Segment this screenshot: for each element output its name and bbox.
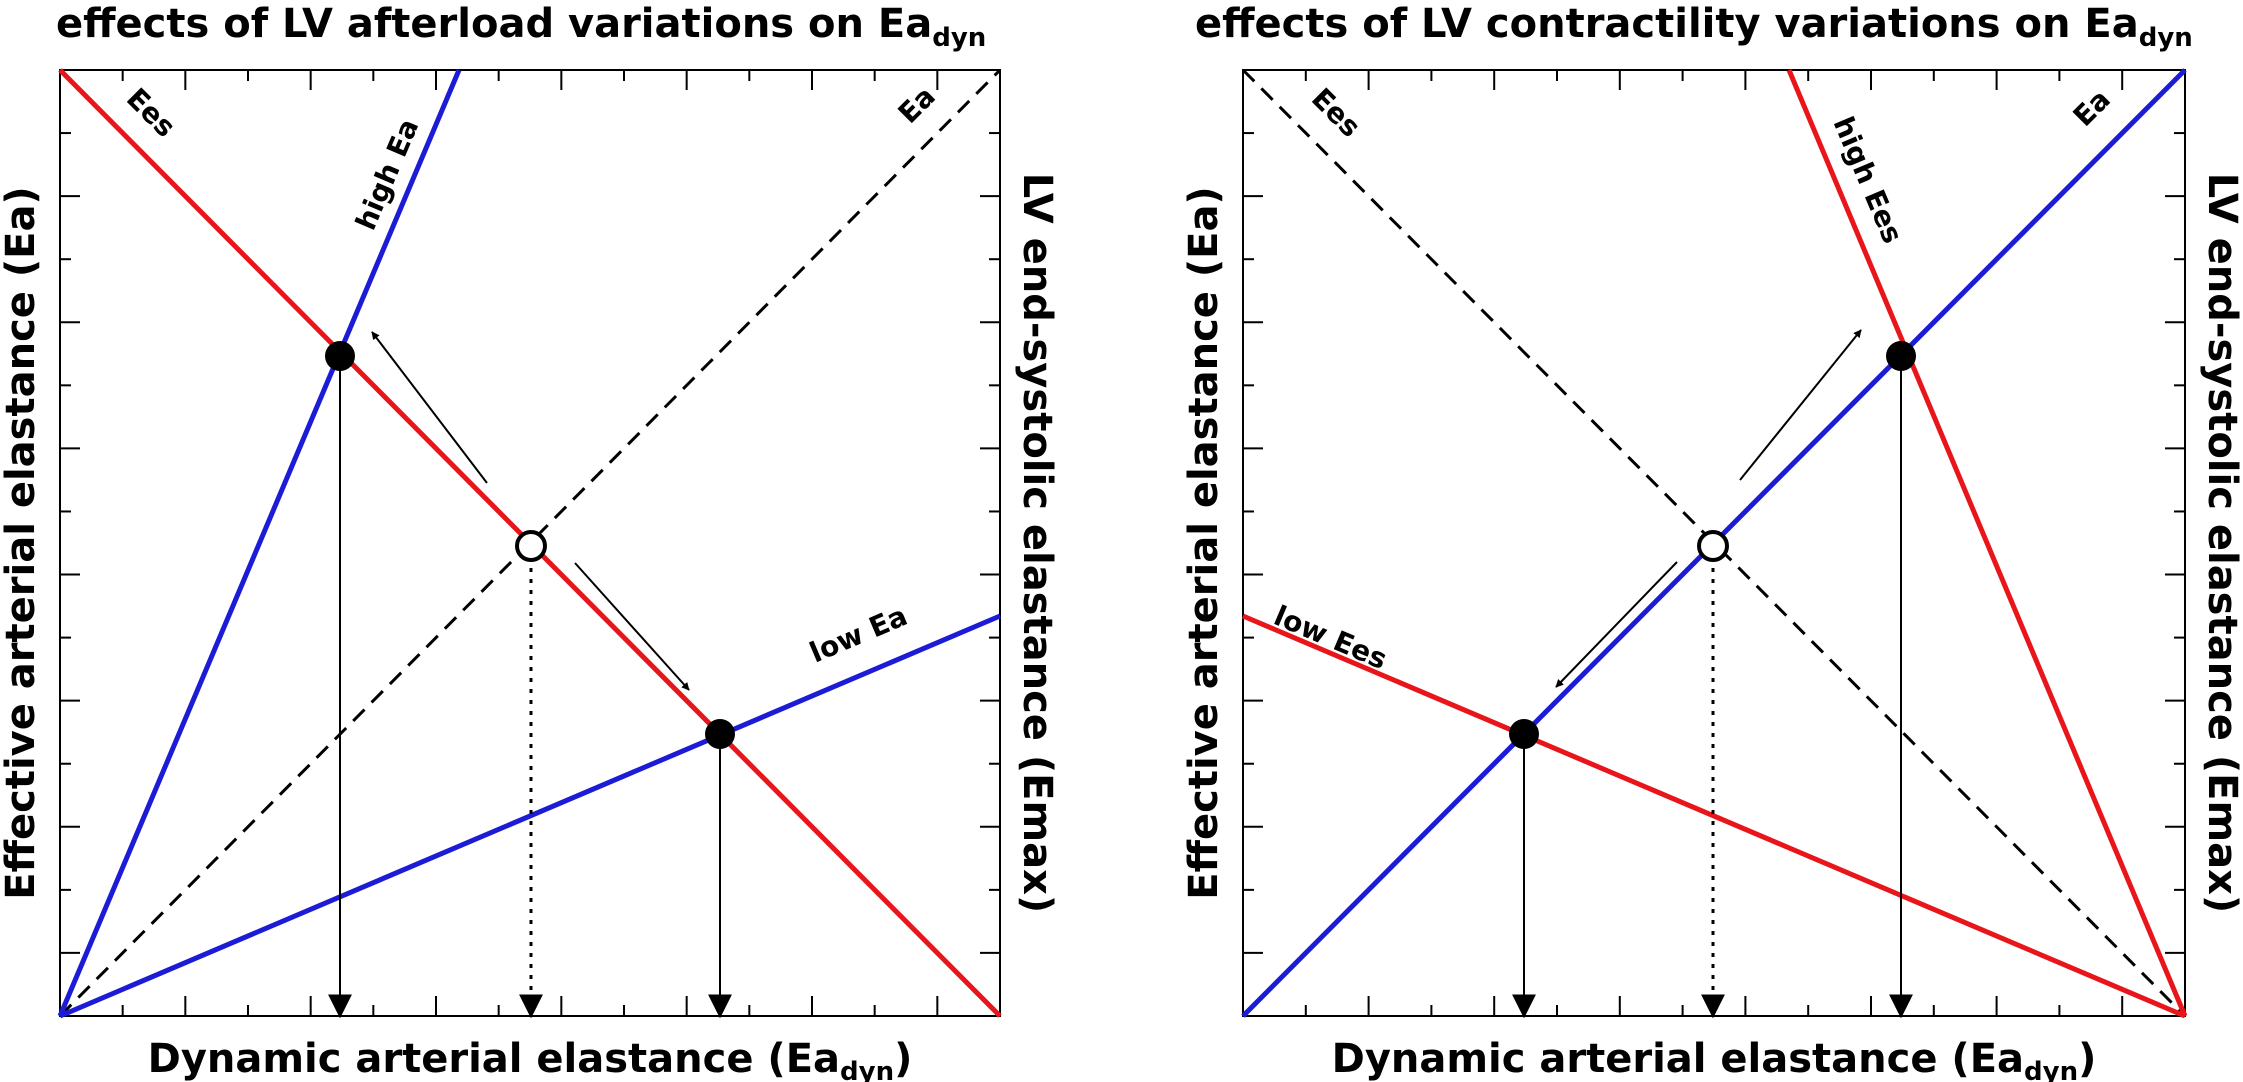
panel2-arrow-to-high bbox=[1739, 329, 1862, 481]
panel2-point-low bbox=[1509, 719, 1539, 749]
panel1-y-label-right: LV end-systolic elastance (Emax) bbox=[1014, 173, 1060, 913]
panel2-label-ees: Ees bbox=[1305, 82, 1367, 144]
panel2-label-ea: Ea bbox=[2067, 83, 2117, 133]
panel1-ea-dashed-line bbox=[58, 68, 1002, 1018]
panel1-point-high bbox=[325, 341, 355, 371]
panel2-x-label: Dynamic arterial elastance (Eadyn) bbox=[1332, 1036, 2097, 1082]
panel1-high-ea-line bbox=[57, 69, 462, 1017]
panel2-label-high-ees: high Ees bbox=[1827, 112, 1910, 248]
panel1-low-ea-line bbox=[59, 613, 1001, 1019]
panel-afterload: effects of LV afterload variations on Ea… bbox=[0, 1, 1060, 1082]
panel1-title: effects of LV afterload variations on Ea… bbox=[56, 1, 986, 53]
panel2-ticks bbox=[1243, 70, 2185, 1016]
panel1-label-ea: Ea bbox=[892, 80, 942, 130]
panel2-arrow-to-low bbox=[1555, 561, 1678, 688]
panel1-ticks bbox=[60, 70, 1000, 1016]
panel1-x-label: Dynamic arterial elastance (Eadyn) bbox=[148, 1036, 913, 1082]
panel1-label-ees: Ees bbox=[120, 82, 182, 144]
panel2-title: effects of LV contractility variations o… bbox=[1195, 1, 2193, 53]
panel2-high-ees-line bbox=[1786, 69, 2188, 1017]
panel1-arrow-to-high bbox=[371, 331, 488, 484]
panel2-y-label-right: LV end-systolic elastance (Emax) bbox=[2199, 173, 2243, 913]
panel2-point-baseline bbox=[1697, 530, 1729, 562]
panel1-point-baseline bbox=[515, 530, 547, 562]
panel1-y-label-left: Effective arterial elastance (Ea) bbox=[0, 186, 44, 899]
panel2-ees-dashed-line bbox=[1241, 68, 2187, 1018]
panel1-point-low bbox=[705, 719, 735, 749]
panel1-arrow-to-low bbox=[574, 562, 690, 691]
panel2-y-label-left: Effective arterial elastance (Ea) bbox=[1181, 186, 1227, 899]
panel2-low-ees-line bbox=[1242, 613, 2186, 1019]
panel2-point-high bbox=[1886, 341, 1916, 371]
panel-contractility: effects of LV contractility variations o… bbox=[1181, 1, 2243, 1082]
